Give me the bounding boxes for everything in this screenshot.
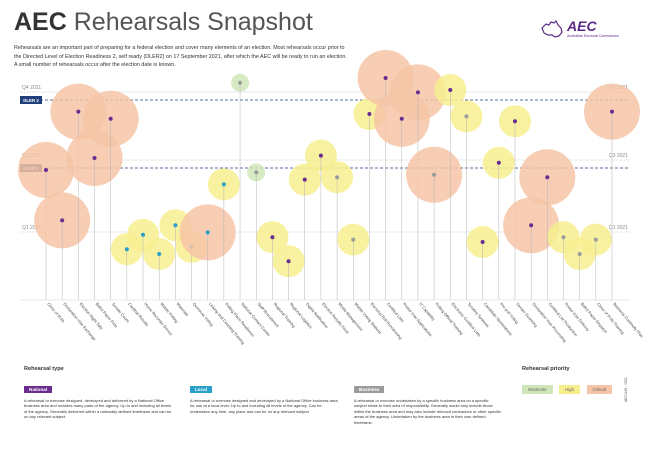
type-dot bbox=[141, 232, 146, 237]
local-text: A rehearsal or exercise designed and dev… bbox=[190, 398, 338, 414]
aec-logo: AEC Australian Electoral Commission bbox=[540, 18, 636, 42]
legend-business: Business A rehearsal or exercise underta… bbox=[354, 378, 502, 425]
type-dot bbox=[286, 259, 291, 264]
intro-line-2: the Directed Level of Election Readiness… bbox=[14, 53, 347, 60]
type-dot bbox=[335, 175, 340, 180]
rehearsal-label: Certified List Production bbox=[548, 301, 579, 337]
type-dot bbox=[512, 119, 517, 124]
priority-critical-chip: Critical bbox=[586, 385, 612, 394]
intro-line-1: Rehearsals are an important part of prep… bbox=[14, 45, 345, 51]
rehearsal-label: Declaration Vote Exchange bbox=[62, 301, 97, 342]
type-dot bbox=[124, 247, 129, 252]
type-dot bbox=[496, 160, 501, 165]
type-dot bbox=[173, 223, 178, 228]
quarter-label-left: Q1 2021 bbox=[22, 225, 41, 231]
type-dot bbox=[60, 218, 65, 223]
type-dot bbox=[577, 252, 582, 256]
type-dot bbox=[44, 168, 48, 172]
rehearsal-label: Electronic Certified Lists bbox=[451, 301, 482, 337]
type-dot bbox=[221, 182, 226, 187]
legend-rehearsal-priority: Rehearsal priority Moderate High Critica… bbox=[522, 366, 632, 406]
rehearsal-label: National Contact Centre bbox=[240, 301, 272, 338]
legend-type-heading: Rehearsal type bbox=[24, 366, 64, 372]
type-dot bbox=[561, 235, 566, 240]
type-dot bbox=[92, 156, 97, 160]
legend-priority-heading: Rehearsal priority bbox=[522, 366, 570, 372]
type-dot bbox=[157, 252, 162, 256]
rehearsal-label: Polling Place Readiness bbox=[224, 301, 256, 337]
quarter-label-left: Q4 2021 bbox=[22, 85, 41, 91]
type-dot bbox=[480, 240, 485, 244]
national-chip: National bbox=[24, 386, 53, 393]
type-dot bbox=[108, 116, 113, 121]
dler-tag bbox=[20, 96, 42, 104]
type-dot bbox=[254, 170, 259, 175]
legend-rehearsal-type: Rehearsal type National A rehearsal or e… bbox=[24, 366, 524, 446]
type-dot bbox=[367, 112, 372, 116]
logo-text: AEC bbox=[567, 18, 597, 34]
type-dot bbox=[464, 114, 469, 119]
type-dot bbox=[593, 237, 598, 242]
rehearsal-label: Candidate Nominations bbox=[483, 301, 514, 336]
business-chip: Business bbox=[354, 386, 385, 393]
logo-subtitle: Australian Electoral Commission bbox=[567, 34, 619, 38]
local-chip: Local bbox=[190, 386, 212, 393]
quarter-label-right: Q1 2021 bbox=[609, 225, 628, 231]
national-text: A rehearsal or exercise designed, develo… bbox=[24, 398, 172, 420]
title-light: Rehearsals Snapshot bbox=[73, 8, 313, 36]
dler-label: DLER 2 bbox=[23, 98, 39, 103]
type-dot bbox=[238, 80, 243, 85]
priority-moderate-chip: Moderate bbox=[522, 385, 553, 394]
type-dot bbox=[610, 109, 614, 114]
type-dot bbox=[76, 109, 81, 114]
title-bold: AEC bbox=[14, 8, 67, 36]
quarter-label-right: Q3 2021 bbox=[609, 153, 628, 159]
type-dot bbox=[270, 235, 275, 240]
priority-high-chip: High bbox=[559, 385, 581, 394]
document-code: AEC1165 - 0921 bbox=[624, 377, 628, 402]
rehearsal-label: Business Continuity Plan bbox=[612, 301, 644, 338]
type-dot bbox=[432, 172, 437, 177]
type-dot bbox=[205, 230, 210, 235]
business-text: A rehearsal or exercise undertaken by a … bbox=[354, 398, 502, 425]
type-dot bbox=[448, 88, 453, 92]
legend-national: National A rehearsal or exercise designe… bbox=[24, 378, 172, 420]
rehearsal-label: Materials bbox=[176, 301, 190, 317]
intro-line-3: A small number of rehearsals occur after… bbox=[14, 62, 176, 69]
type-dot bbox=[415, 90, 420, 95]
australia-map-icon bbox=[541, 20, 563, 38]
type-dot bbox=[318, 153, 323, 158]
type-dot bbox=[383, 76, 388, 80]
rehearsal-label: Postal Vote Applications bbox=[402, 301, 433, 337]
legend-local: Local A rehearsal or exercise designed a… bbox=[190, 378, 338, 414]
type-dot bbox=[529, 223, 534, 228]
rehearsal-label: Home Recorder Device bbox=[143, 301, 174, 337]
type-dot bbox=[545, 175, 550, 180]
type-dot bbox=[399, 116, 404, 121]
page-title: AEC Rehearsals Snapshot bbox=[14, 8, 313, 37]
intro-text: Rehearsals are an important part of prep… bbox=[14, 44, 469, 70]
type-dot bbox=[302, 177, 307, 182]
type-dot bbox=[351, 237, 356, 242]
